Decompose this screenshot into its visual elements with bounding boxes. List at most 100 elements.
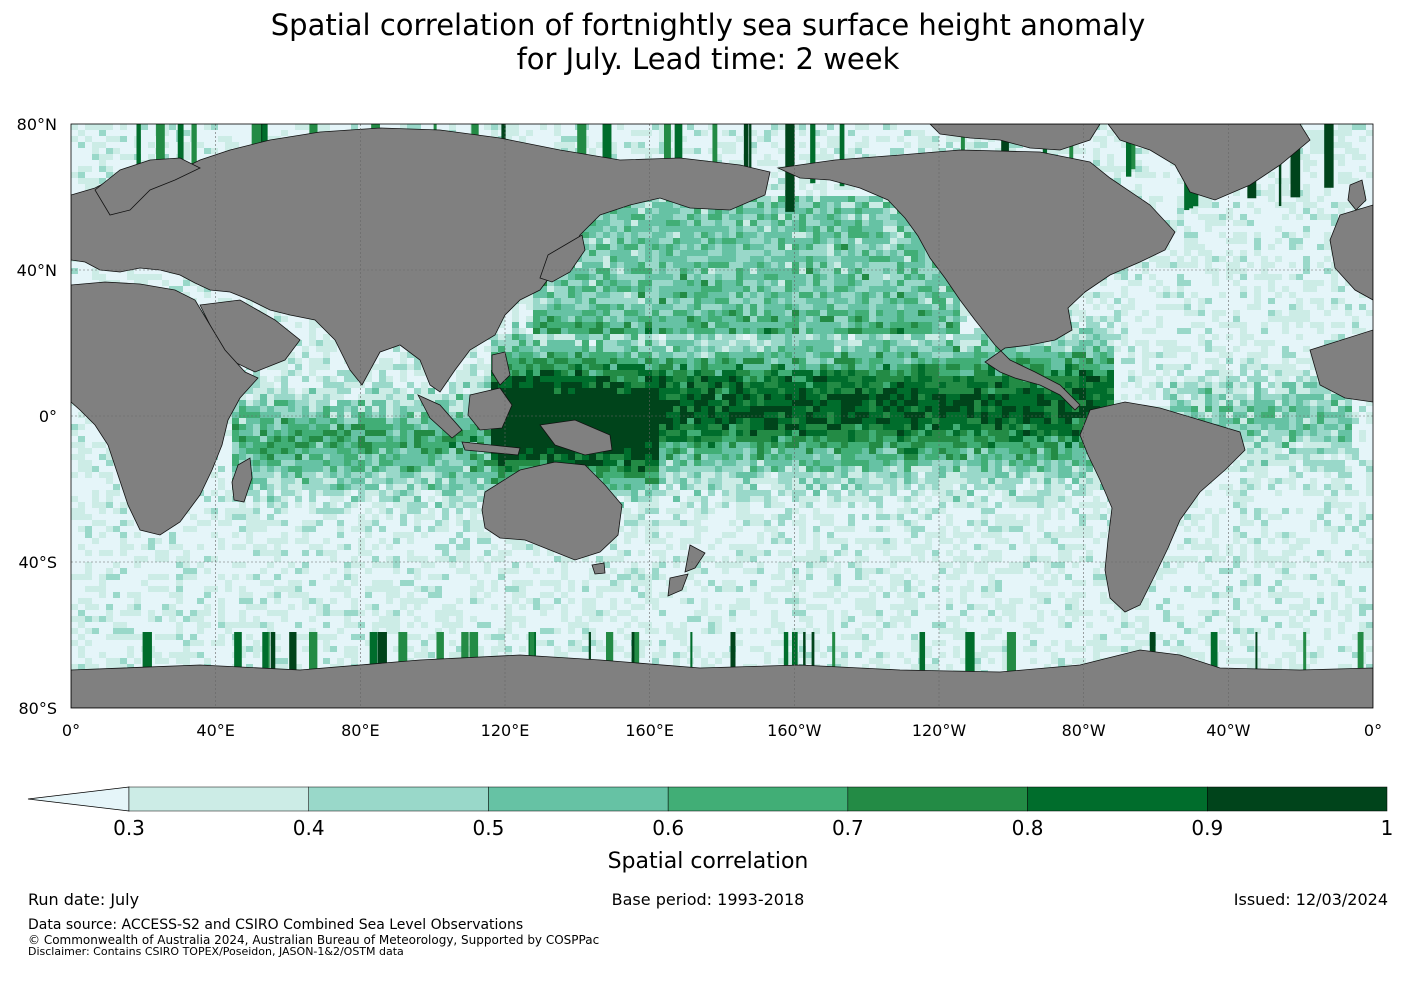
correlation-cell xyxy=(715,286,722,292)
correlation-cell xyxy=(841,244,848,250)
correlation-cell xyxy=(617,262,624,268)
correlation-cell xyxy=(582,274,589,280)
correlation-cell xyxy=(799,124,806,130)
correlation-cell xyxy=(694,226,701,232)
correlation-cell xyxy=(624,316,631,322)
correlation-cell xyxy=(694,358,701,364)
correlation-cell xyxy=(960,382,967,388)
correlation-cell xyxy=(582,370,589,376)
correlation-cell xyxy=(841,202,848,208)
correlation-cell xyxy=(610,262,617,268)
correlation-cell xyxy=(708,346,715,352)
correlation-cell xyxy=(771,226,778,232)
correlation-cell xyxy=(456,382,463,388)
correlation-cell xyxy=(708,280,715,286)
correlation-cell xyxy=(869,322,876,328)
correlation-cell xyxy=(666,316,673,322)
correlation-cell xyxy=(967,358,974,364)
correlation-cell xyxy=(1177,388,1184,394)
correlation-cell xyxy=(1177,274,1184,280)
correlation-cell xyxy=(883,238,890,244)
correlation-cell xyxy=(806,190,813,196)
correlation-cell xyxy=(981,376,988,382)
correlation-cell xyxy=(883,208,890,214)
correlation-cell xyxy=(1331,334,1338,340)
correlation-cell xyxy=(288,358,295,364)
correlation-cell xyxy=(722,262,729,268)
correlation-cell xyxy=(708,334,715,340)
correlation-cell xyxy=(379,382,386,388)
correlation-cell xyxy=(939,340,946,346)
correlation-cell xyxy=(1205,220,1212,226)
correlation-cell xyxy=(575,286,582,292)
correlation-cell xyxy=(946,304,953,310)
correlation-cell xyxy=(925,274,932,280)
correlation-cell xyxy=(519,328,526,334)
correlation-cell xyxy=(1219,322,1226,328)
correlation-cell xyxy=(624,214,631,220)
correlation-cell xyxy=(526,316,533,322)
correlation-cell xyxy=(785,328,792,334)
correlation-cell xyxy=(533,370,540,376)
correlation-cell xyxy=(596,334,603,340)
correlation-cell xyxy=(708,214,715,220)
correlation-cell xyxy=(568,136,575,142)
correlation-cell xyxy=(610,388,617,394)
correlation-cell xyxy=(582,244,589,250)
correlation-cell xyxy=(1149,202,1156,208)
correlation-cell xyxy=(799,370,806,376)
correlation-cell xyxy=(715,298,722,304)
correlation-cell xyxy=(680,232,687,238)
correlation-cell xyxy=(967,142,974,148)
correlation-cell xyxy=(876,382,883,388)
correlation-cell xyxy=(890,232,897,238)
correlation-cell xyxy=(862,322,869,328)
correlation-cell xyxy=(589,286,596,292)
correlation-cell xyxy=(729,262,736,268)
correlation-cell xyxy=(659,286,666,292)
correlation-cell xyxy=(715,232,722,238)
correlation-cell xyxy=(820,214,827,220)
correlation-cell xyxy=(582,238,589,244)
correlation-cell xyxy=(820,388,827,394)
correlation-cell xyxy=(841,358,848,364)
correlation-cell xyxy=(904,274,911,280)
correlation-cell xyxy=(848,346,855,352)
correlation-cell xyxy=(1072,352,1079,358)
correlation-cell xyxy=(1324,340,1331,346)
correlation-cell xyxy=(1261,340,1268,346)
correlation-cell xyxy=(988,370,995,376)
correlation-cell xyxy=(757,292,764,298)
correlation-cell xyxy=(1352,178,1359,184)
correlation-cell xyxy=(617,238,624,244)
correlation-cell xyxy=(750,328,757,334)
correlation-cell xyxy=(1100,166,1107,172)
correlation-cell xyxy=(533,298,540,304)
correlation-cell xyxy=(274,364,281,370)
correlation-cell xyxy=(869,202,876,208)
correlation-cell xyxy=(890,316,897,322)
correlation-cell xyxy=(1254,340,1261,346)
correlation-cell xyxy=(813,244,820,250)
correlation-cell xyxy=(1156,316,1163,322)
correlation-cell xyxy=(624,394,631,400)
correlation-cell xyxy=(428,388,435,394)
correlation-cell xyxy=(869,346,876,352)
correlation-cell xyxy=(967,388,974,394)
correlation-cell xyxy=(596,226,603,232)
correlation-cell xyxy=(1289,202,1296,208)
correlation-cell xyxy=(610,232,617,238)
correlation-cell xyxy=(932,274,939,280)
correlation-cell xyxy=(463,382,470,388)
correlation-cell xyxy=(771,202,778,208)
correlation-cell xyxy=(372,394,379,400)
correlation-cell xyxy=(1079,370,1086,376)
correlation-cell xyxy=(1338,322,1345,328)
correlation-cell xyxy=(813,142,820,148)
correlation-cell xyxy=(841,196,848,202)
correlation-cell xyxy=(1072,376,1079,382)
correlation-cell xyxy=(701,286,708,292)
correlation-cell xyxy=(1233,310,1240,316)
correlation-cell xyxy=(568,310,575,316)
